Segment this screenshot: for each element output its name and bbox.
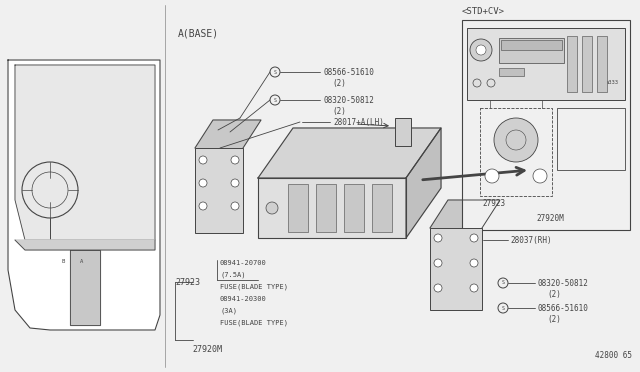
Circle shape	[231, 179, 239, 187]
Text: <STD+CV>: <STD+CV>	[462, 7, 505, 16]
Bar	[499, 38, 564, 63]
Text: (7.5A): (7.5A)	[220, 272, 246, 279]
Polygon shape	[8, 60, 160, 330]
Circle shape	[199, 202, 207, 210]
Text: 08566-51610: 08566-51610	[538, 304, 589, 313]
Circle shape	[533, 169, 547, 183]
Bar	[195, 148, 243, 233]
Bar	[567, 36, 577, 92]
Bar	[467, 28, 625, 100]
Polygon shape	[430, 200, 500, 228]
Circle shape	[470, 39, 492, 61]
Bar	[344, 184, 364, 232]
Circle shape	[434, 284, 442, 292]
Text: 27923: 27923	[175, 278, 200, 287]
Bar	[258, 178, 406, 238]
Text: FUSE(BLADE TYPE): FUSE(BLADE TYPE)	[220, 320, 288, 327]
Text: FUSE(BLADE TYPE): FUSE(BLADE TYPE)	[220, 284, 288, 291]
Text: S: S	[502, 280, 504, 285]
Text: (2): (2)	[332, 79, 346, 88]
Text: B: B	[61, 259, 64, 264]
Text: 08320-50812: 08320-50812	[538, 279, 589, 288]
Text: S: S	[273, 70, 276, 74]
Bar	[316, 184, 336, 232]
Circle shape	[470, 259, 478, 267]
Circle shape	[434, 234, 442, 242]
Circle shape	[231, 202, 239, 210]
Bar	[395, 118, 411, 146]
Bar	[501, 40, 562, 50]
Text: A(BASE): A(BASE)	[178, 28, 219, 38]
Text: 42800 65: 42800 65	[595, 351, 632, 360]
Circle shape	[485, 169, 499, 183]
Circle shape	[199, 156, 207, 164]
Text: 28037(RH): 28037(RH)	[510, 236, 552, 245]
Bar	[582, 36, 592, 92]
Circle shape	[199, 179, 207, 187]
Text: 27920M: 27920M	[192, 345, 222, 354]
Text: 08941-20300: 08941-20300	[220, 296, 267, 302]
Text: A: A	[80, 259, 83, 264]
Text: (3A): (3A)	[220, 308, 237, 314]
Text: (2): (2)	[547, 290, 561, 299]
Circle shape	[231, 156, 239, 164]
Text: 27920M: 27920M	[536, 214, 564, 223]
Circle shape	[476, 45, 486, 55]
Circle shape	[470, 234, 478, 242]
Text: S: S	[502, 305, 504, 311]
Polygon shape	[258, 128, 441, 178]
Polygon shape	[15, 65, 155, 240]
Text: a333: a333	[606, 80, 619, 85]
Bar	[430, 228, 482, 310]
Polygon shape	[15, 240, 155, 250]
Circle shape	[470, 284, 478, 292]
Bar	[597, 36, 607, 92]
Bar	[499, 68, 524, 76]
Bar	[372, 184, 392, 232]
Text: 08320-50812: 08320-50812	[323, 96, 374, 105]
Circle shape	[494, 118, 538, 162]
Circle shape	[266, 202, 278, 214]
Text: S: S	[273, 97, 276, 103]
Text: 28017+A(LH): 28017+A(LH)	[333, 118, 384, 127]
Bar	[557, 108, 625, 170]
Bar	[288, 184, 308, 232]
Text: (2): (2)	[547, 315, 561, 324]
Bar	[462, 20, 630, 230]
Text: 27923: 27923	[482, 199, 505, 208]
Polygon shape	[70, 250, 100, 325]
Polygon shape	[195, 120, 261, 148]
Bar	[76, 258, 94, 268]
Polygon shape	[406, 128, 441, 238]
Bar	[480, 108, 552, 196]
Text: 08566-51610: 08566-51610	[323, 68, 374, 77]
Circle shape	[434, 259, 442, 267]
Text: (2): (2)	[332, 107, 346, 116]
Text: 08941-20700: 08941-20700	[220, 260, 267, 266]
